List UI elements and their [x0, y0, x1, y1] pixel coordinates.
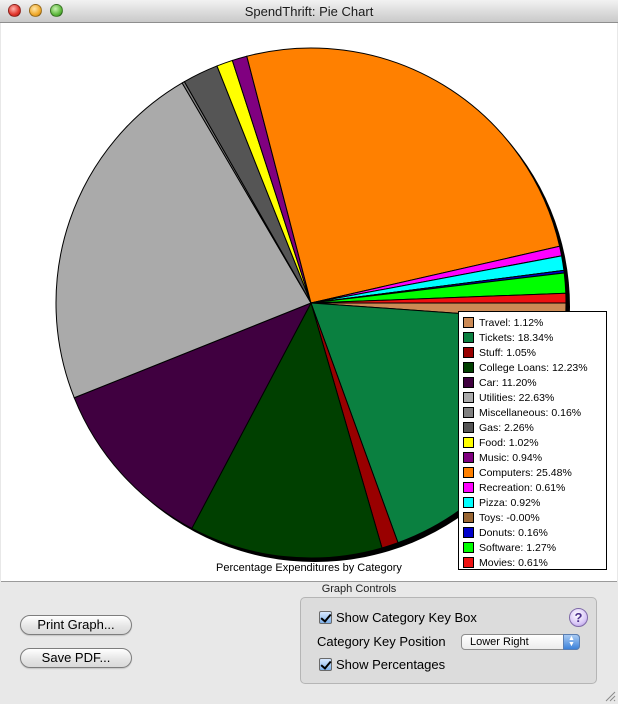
legend-label: Toys: -0.00% — [479, 511, 540, 524]
legend-label: Recreation: 0.61% — [479, 481, 566, 494]
resize-grip-icon[interactable] — [605, 691, 616, 702]
legend-item-travel: Travel: 1.12% — [463, 315, 606, 330]
legend-swatch — [463, 407, 474, 418]
graph-controls-heading: Graph Controls — [321, 583, 397, 595]
legend-label: Food: 1.02% — [479, 436, 539, 449]
legend-item-stuff: Stuff: 1.05% — [463, 345, 606, 360]
zoom-window-button[interactable] — [50, 4, 63, 17]
legend-label: Utilities: 22.63% — [479, 391, 555, 404]
pie-slice-car — [73, 302, 313, 530]
save-pdf-button[interactable]: Save PDF... — [20, 648, 132, 668]
legend-swatch — [463, 317, 474, 328]
legend-item-pizza: Pizza: 0.92% — [463, 495, 606, 510]
legend-swatch — [463, 467, 474, 478]
legend-swatch — [463, 557, 474, 568]
legend-item-miscellaneous: Miscellaneous: 0.16% — [463, 405, 606, 420]
legend-swatch — [463, 347, 474, 358]
legend-item-donuts: Donuts: 0.16% — [463, 525, 606, 540]
show-percentages-checkbox[interactable] — [319, 658, 332, 671]
close-window-button[interactable] — [8, 4, 21, 17]
legend-swatch — [463, 452, 474, 463]
legend-swatch — [463, 377, 474, 388]
legend-item-movies: Movies: 0.61% — [463, 555, 606, 570]
pie-slice-college-loans — [191, 301, 383, 559]
legend-label: Music: 0.94% — [479, 451, 543, 464]
legend-label: Donuts: 0.16% — [479, 526, 548, 539]
legend-swatch — [463, 497, 474, 508]
legend-item-utilities: Utilities: 22.63% — [463, 390, 606, 405]
legend-label: Travel: 1.12% — [479, 316, 544, 329]
legend-swatch — [463, 512, 474, 523]
legend-item-car: Car: 11.20% — [463, 375, 606, 390]
legend-item-computers: Computers: 25.48% — [463, 465, 606, 480]
legend-swatch — [463, 392, 474, 403]
legend-swatch — [463, 437, 474, 448]
legend-swatch — [463, 362, 474, 373]
legend-label: Miscellaneous: 0.16% — [479, 406, 582, 419]
legend-swatch — [463, 542, 474, 553]
popup-arrows-icon: ▲ ▼ — [563, 634, 580, 650]
graph-controls-panel: Show Category Key Box ? Category Key Pos… — [300, 597, 597, 684]
pie-slice-utilities — [55, 82, 312, 399]
legend-item-music: Music: 0.94% — [463, 450, 606, 465]
legend-item-food: Food: 1.02% — [463, 435, 606, 450]
pie-slice-movies — [310, 292, 567, 304]
legend-swatch — [463, 422, 474, 433]
legend-label: Computers: 25.48% — [479, 466, 572, 479]
legend-item-college-loans: College Loans: 12.23% — [463, 360, 606, 375]
help-icon[interactable]: ? — [569, 608, 588, 627]
minimize-window-button[interactable] — [29, 4, 42, 17]
legend-swatch — [463, 482, 474, 493]
legend-item-tickets: Tickets: 18.34% — [463, 330, 606, 345]
category-key-box: Travel: 1.12% Tickets: 18.34% Stuff: 1.05%… — [458, 311, 607, 570]
show-percentages-label[interactable]: Show Percentages — [336, 657, 446, 672]
show-category-key-box-checkbox[interactable] — [319, 611, 332, 624]
legend-label: Gas: 2.26% — [479, 421, 534, 434]
legend-item-gas: Gas: 2.26% — [463, 420, 606, 435]
title-bar[interactable]: SpendThrift: Pie Chart — [0, 0, 618, 23]
category-key-position-select[interactable]: Lower Right ▲ ▼ — [461, 634, 580, 650]
legend-label: Tickets: 18.34% — [479, 331, 554, 344]
pie-slice-computers — [246, 47, 561, 304]
category-key-position-label: Category Key Position — [317, 634, 446, 649]
legend-label: Stuff: 1.05% — [479, 346, 537, 359]
legend-label: Pizza: 0.92% — [479, 496, 541, 509]
legend-swatch — [463, 332, 474, 343]
legend-label: College Loans: 12.23% — [479, 361, 588, 374]
print-graph-button[interactable]: Print Graph... — [20, 615, 132, 635]
legend-label: Car: 11.20% — [479, 376, 537, 389]
legend-item-toys: Toys: -0.00% — [463, 510, 606, 525]
pie-chart-area: Percentage Expenditures by Category Trav… — [1, 23, 617, 582]
show-category-key-box-label[interactable]: Show Category Key Box — [336, 610, 477, 625]
legend-item-recreation: Recreation: 0.61% — [463, 480, 606, 495]
category-key-position-value: Lower Right — [470, 636, 529, 648]
legend-label: Movies: 0.61% — [479, 556, 548, 569]
legend-item-software: Software: 1.27% — [463, 540, 606, 555]
chart-title: Percentage Expenditures by Category — [216, 562, 402, 574]
legend-label: Software: 1.27% — [479, 541, 557, 554]
window-title: SpendThrift: Pie Chart — [244, 4, 374, 19]
legend-swatch — [463, 527, 474, 538]
